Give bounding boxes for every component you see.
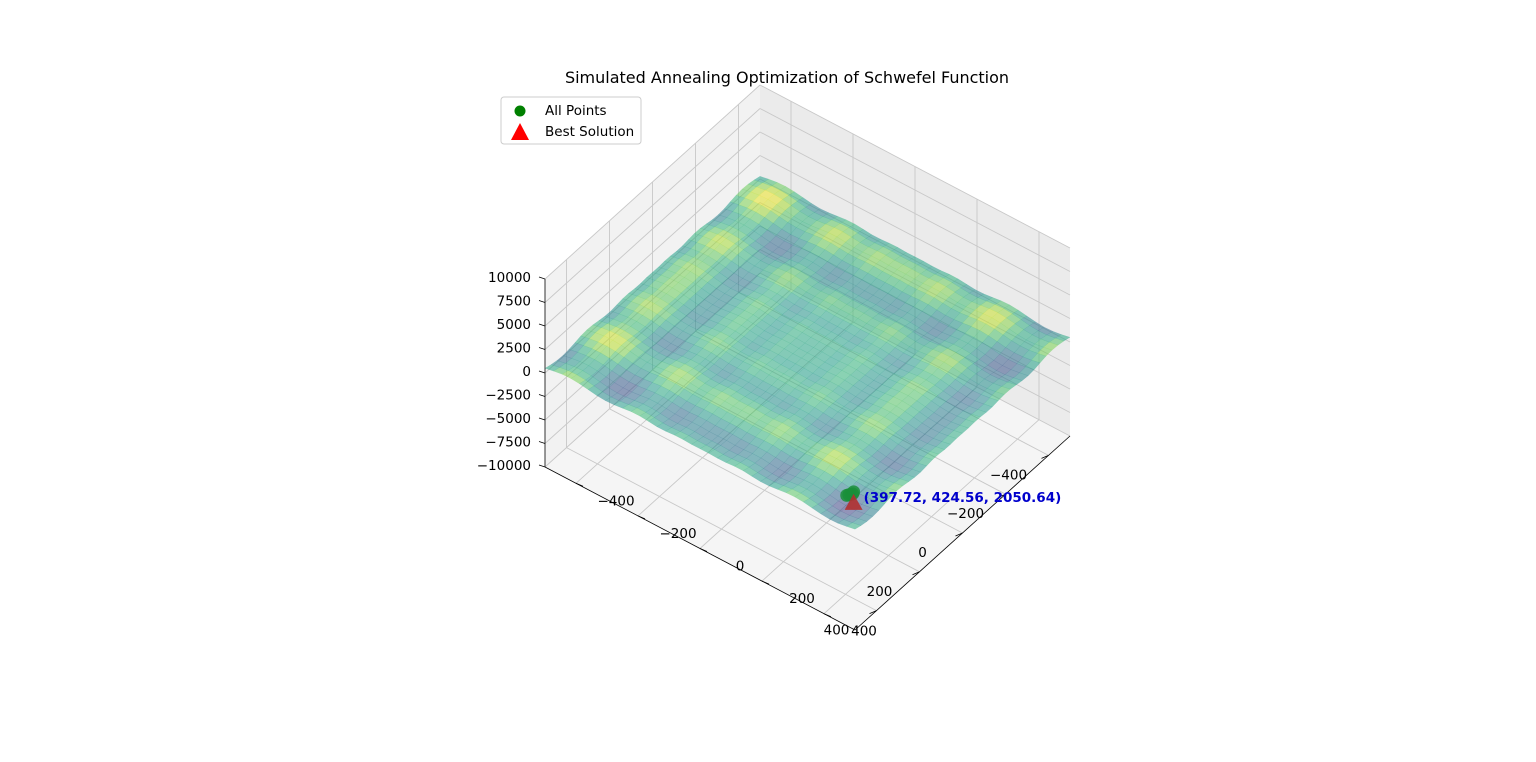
legend-box [500,96,642,145]
z-tick-mark [538,300,546,303]
x-tick-mark [1041,455,1049,459]
z-tick-mark [538,441,546,444]
best-solution-annotation: (397.72, 424.56, 2050.64) [864,490,1062,506]
x-tick-mark [955,532,963,537]
data-points [840,485,863,510]
y-tick-mark [699,548,708,552]
y-tick-label: 400 [851,624,877,640]
grid-floor-y [823,419,1040,615]
z-tick-label: 0 [522,364,531,380]
grid-back-z [759,108,1071,272]
tick-labels: −400 −200 0 200 400 −400 −200 0 200 400 10000 7500 5… [477,270,1049,640]
grid-wall-z [544,155,761,350]
chart-title: Simulated Annealing Optimization of Schw… [565,68,1009,87]
y-tick-label: −400 [597,493,634,509]
z-tick-mark [538,323,546,327]
y-tick-mark [823,613,832,618]
grid-back-z [759,84,1071,249]
y-tick-mark [575,482,584,487]
z-tick-label: −2500 [485,388,531,404]
grid-wall-z [544,108,761,303]
legend: All Points Best Solution [500,96,642,145]
grid-back-z [759,155,1071,319]
surface-mesh [544,176,1071,530]
z-tick-label: −5000 [485,411,531,427]
x-tick-label: 0 [918,545,927,561]
x-tick-label: −200 [947,506,984,522]
z-tick-mark [538,276,546,280]
z-tick-label: 2500 [497,341,531,357]
z-tick-mark [538,417,546,421]
z-tick-mark [538,394,546,397]
y-tick-label: −200 [659,526,696,542]
z-tick-label: 10000 [488,270,531,286]
legend-all-points-marker [514,105,526,117]
x-tick-label: 400 [824,623,850,639]
y-tick-mark [761,580,770,585]
legend-best-solution-label: Best Solution [545,124,634,140]
grid-back-z [759,131,1071,296]
z-tick-label: 7500 [497,294,531,310]
z-tick-label: 5000 [497,317,531,333]
x-tick-label: 200 [867,584,893,600]
legend-best-solution-marker [511,123,529,140]
best-solution-marker [844,493,863,510]
z-tick-mark [538,347,546,350]
x-tick-label: −400 [990,467,1027,483]
y-tick-mark [637,515,646,520]
y-tick-label: 0 [736,559,745,575]
z-tick-label: −10000 [477,458,531,474]
z-tick-mark [538,464,546,468]
grid-wall-z [544,131,761,327]
x-tick-mark [912,571,920,576]
surface-cell [845,522,862,530]
legend-all-points-label: All Points [545,103,607,119]
x-tick-mark [869,610,877,614]
z-tick-mark [538,370,546,374]
z-tick-label: −7500 [485,435,531,451]
x-tick-mark [998,493,1006,498]
grid-wall-z [544,84,761,280]
y-tick-label: 200 [789,591,815,607]
all-points-marker [847,485,861,499]
